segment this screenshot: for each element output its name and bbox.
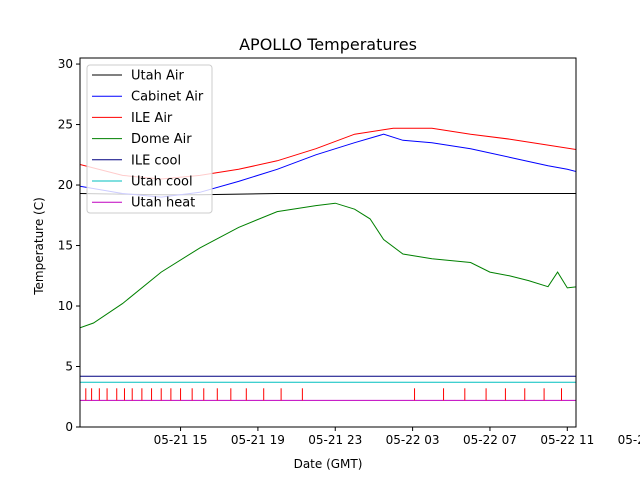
y-tick-label: 20 bbox=[58, 178, 73, 192]
series-layer bbox=[80, 127, 576, 401]
y-axis-label: Temperature (C) bbox=[32, 197, 46, 296]
y-tick-label: 15 bbox=[58, 239, 73, 253]
y-axis-ticks: 0 5 10 15 20 25 30 bbox=[58, 57, 80, 434]
legend-label: Dome Air bbox=[131, 132, 192, 147]
legend-label: ILE cool bbox=[131, 153, 181, 168]
legend-label: ILE Air bbox=[131, 111, 173, 126]
x-tick-label: 05-22 15 bbox=[618, 433, 640, 447]
y-tick-label: 30 bbox=[58, 57, 73, 71]
y-tick-label: 0 bbox=[65, 420, 73, 434]
y-tick-label: 25 bbox=[58, 118, 73, 132]
series-line-3 bbox=[80, 202, 576, 329]
y-tick-label: 5 bbox=[65, 360, 73, 374]
x-tick-label: 05-21 19 bbox=[231, 433, 285, 447]
chart-title: APOLLO Temperatures bbox=[239, 35, 417, 54]
legend-label: Utah Air bbox=[131, 69, 184, 84]
legend: Utah Air Cabinet Air ILE Air Dome Air ILE co… bbox=[86, 64, 213, 214]
pulse-markers bbox=[85, 388, 562, 401]
y-tick-label: 10 bbox=[58, 299, 73, 313]
x-tick-label: 05-22 07 bbox=[463, 433, 517, 447]
x-tick-label: 05-22 03 bbox=[386, 433, 440, 447]
x-tick-label: 05-22 11 bbox=[540, 433, 594, 447]
x-axis-ticks: 05-21 15 05-21 19 05-21 23 05-22 03 05-22 07… bbox=[154, 427, 640, 447]
legend-label: Utah cool bbox=[131, 175, 193, 190]
x-tick-label: 05-21 23 bbox=[308, 433, 362, 447]
x-tick-label: 05-21 15 bbox=[154, 433, 208, 447]
series-line-0 bbox=[80, 193, 576, 196]
legend-label: Cabinet Air bbox=[131, 90, 204, 105]
x-axis-label: Date (GMT) bbox=[294, 457, 363, 471]
plot-frame bbox=[79, 57, 577, 428]
legend-label: Utah heat bbox=[131, 196, 195, 211]
legend-box bbox=[86, 64, 213, 214]
series-line-1 bbox=[80, 133, 576, 198]
